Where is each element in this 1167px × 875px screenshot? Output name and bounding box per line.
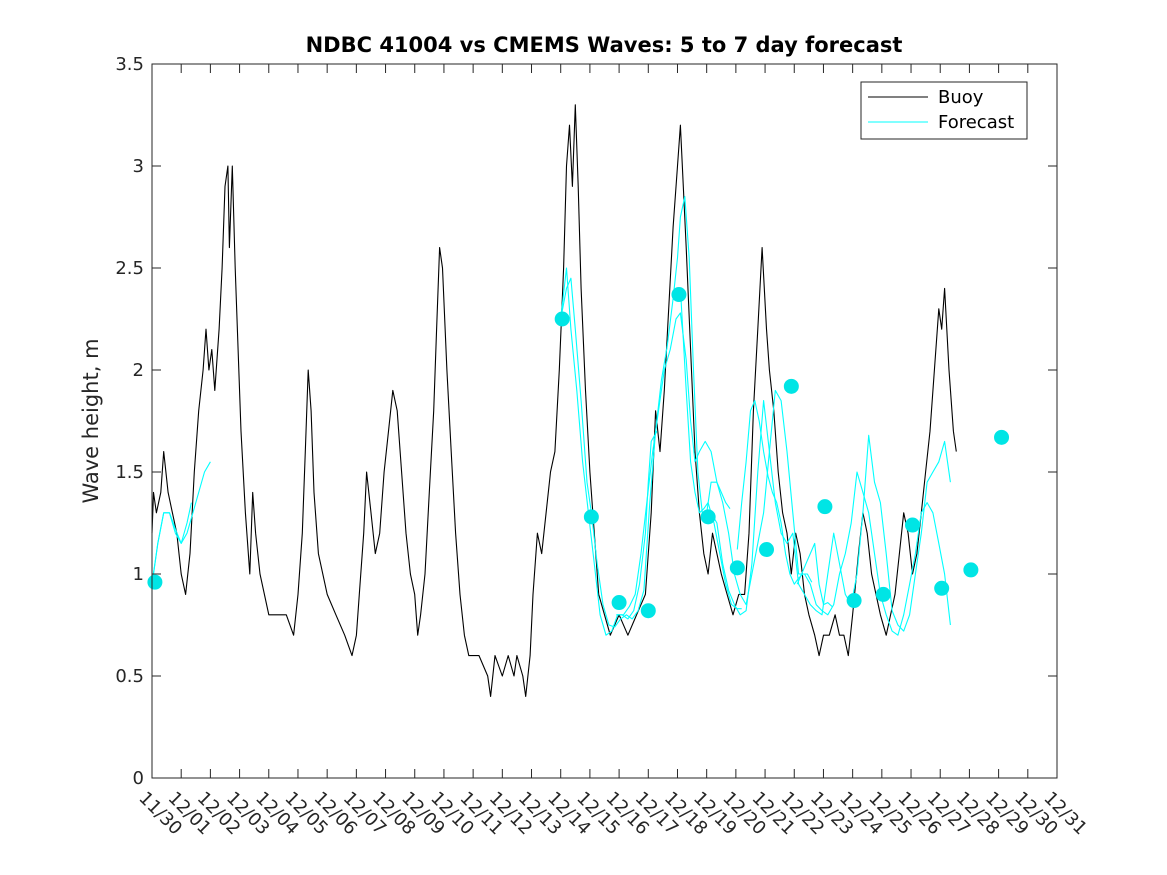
y-tick-label: 2.5 xyxy=(115,258,144,279)
y-axis-label: Wave height, m xyxy=(79,338,103,503)
forecast-line xyxy=(796,542,833,608)
y-tick-label: 1.5 xyxy=(115,462,144,483)
y-tick-label: 1 xyxy=(133,564,144,585)
forecast-marker xyxy=(783,378,799,394)
chart-title: NDBC 41004 vs CMEMS Waves: 5 to 7 day fo… xyxy=(306,33,903,57)
y-tick-label: 0.5 xyxy=(115,666,144,687)
forecast-marker xyxy=(640,603,656,619)
y-tick-label: 2 xyxy=(133,360,144,381)
forecast-marker xyxy=(583,509,599,525)
plot-frame xyxy=(151,63,1058,779)
y-tick-label: 3.5 xyxy=(115,54,144,75)
plot-area xyxy=(152,64,1057,778)
y-axis: 0 0.5 1 1.5 2 2.5 3 3.5 xyxy=(115,54,1057,789)
marker-layer xyxy=(147,287,1010,619)
forecast-marker xyxy=(554,311,570,327)
forecast-marker xyxy=(846,593,862,609)
forecast-marker xyxy=(817,499,833,515)
y-tick-label: 3 xyxy=(133,156,144,177)
legend-box xyxy=(860,81,1028,140)
forecast-marker xyxy=(934,580,950,596)
legend-buoy-label: Buoy xyxy=(938,87,984,108)
forecast-marker xyxy=(147,574,163,590)
forecast-marker xyxy=(611,595,627,611)
legend: Buoy Forecast xyxy=(860,81,1028,140)
forecast-marker xyxy=(904,517,920,533)
legend-forecast-label: Forecast xyxy=(938,112,1014,133)
buoy-line xyxy=(151,104,957,697)
forecast-line xyxy=(736,400,813,585)
forecast-marker xyxy=(671,287,687,303)
forecast-marker xyxy=(729,560,745,576)
forecast-marker xyxy=(759,542,775,558)
forecast-line xyxy=(616,430,658,620)
series-layer xyxy=(151,104,957,697)
forecast-line xyxy=(151,502,192,585)
forecast-line xyxy=(706,481,731,513)
y-tick-label: 0 xyxy=(133,768,144,789)
forecast-line xyxy=(560,267,951,636)
forecast-marker xyxy=(700,509,716,525)
forecast-marker xyxy=(875,586,891,602)
forecast-marker xyxy=(963,562,979,578)
forecast-marker xyxy=(994,429,1010,445)
